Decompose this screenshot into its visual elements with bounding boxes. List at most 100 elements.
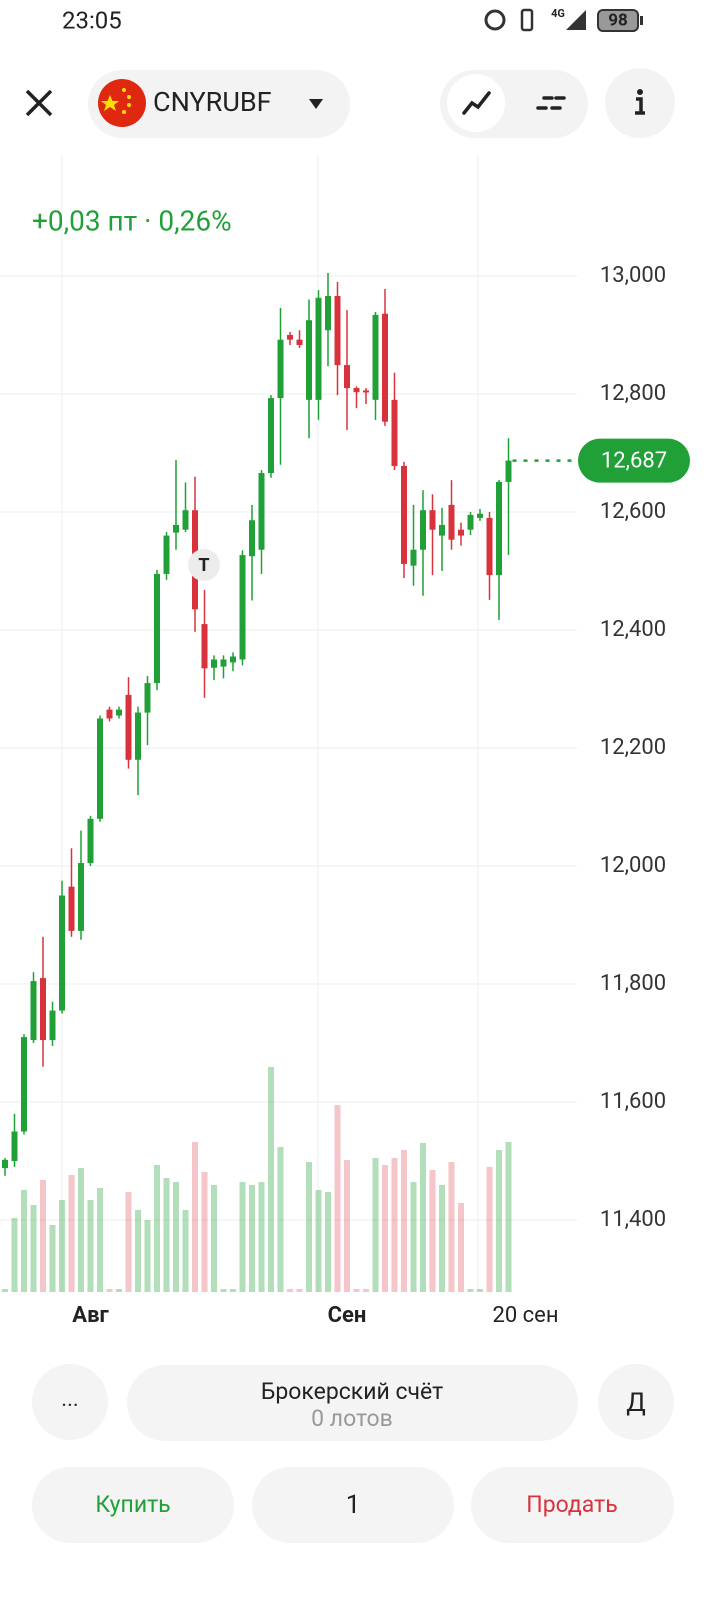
volume-bar <box>325 1192 331 1292</box>
candle-body <box>211 659 217 668</box>
dropdown-arrow <box>309 99 323 109</box>
last-price-label: 12,687 <box>601 448 667 473</box>
candle-body <box>439 524 445 536</box>
volume-bar <box>439 1185 445 1292</box>
y-tick-label: 11,600 <box>600 1089 666 1114</box>
candle-body <box>116 709 122 716</box>
account-selector[interactable] <box>127 1365 578 1441</box>
signal-icon <box>566 10 586 30</box>
volume-bar <box>382 1165 388 1292</box>
candle-body <box>477 513 483 518</box>
volume-bar <box>505 1142 512 1292</box>
candle-body <box>49 1010 56 1041</box>
volume-bar <box>173 1182 179 1292</box>
ticker: CNYRUBF <box>153 86 272 118</box>
volume-bar <box>401 1150 407 1292</box>
volume-bar <box>182 1210 189 1292</box>
volume-bar <box>144 1220 151 1292</box>
info-icon <box>635 97 645 115</box>
flag-star <box>127 103 131 107</box>
candle-body <box>78 863 84 931</box>
x-tick-label: Сен <box>328 1303 367 1328</box>
volume-bar <box>287 1289 293 1292</box>
volume-bar <box>249 1185 255 1292</box>
x-tick-label: 20 сен <box>492 1303 558 1328</box>
mode-button[interactable] <box>598 1364 674 1440</box>
volume-bar <box>78 1168 84 1292</box>
candle-body <box>287 334 293 340</box>
volume-bar <box>315 1190 322 1292</box>
volume-bar <box>420 1143 426 1292</box>
account-name: Брокерский счёт <box>261 1378 443 1405</box>
lots-count: 0 лотов <box>311 1405 393 1432</box>
candle-body <box>97 718 103 819</box>
volume-bar <box>192 1142 198 1292</box>
volume-bar <box>2 1289 8 1292</box>
volume-bar <box>49 1225 56 1292</box>
mode-label: Д <box>626 1388 646 1418</box>
volume-bar <box>477 1289 483 1292</box>
candle-body <box>163 535 170 574</box>
volume-bar <box>268 1067 274 1292</box>
volume-bar <box>87 1200 94 1292</box>
candle-body <box>106 709 113 719</box>
battery-icon <box>597 9 639 32</box>
y-tick-label: 11,800 <box>600 971 666 996</box>
volume-bar <box>68 1175 75 1292</box>
ticker-selector[interactable] <box>88 70 350 138</box>
volume-bar <box>230 1289 236 1292</box>
sell-button[interactable] <box>471 1467 674 1543</box>
line-mode-button[interactable] <box>447 74 505 132</box>
volume-bar <box>258 1182 265 1292</box>
volume-bar <box>201 1172 208 1292</box>
candle-body <box>372 314 379 400</box>
network-type: 4G <box>551 7 565 20</box>
buy-label: Купить <box>95 1491 170 1518</box>
candle-body <box>344 365 350 389</box>
volume-bar <box>21 1190 27 1292</box>
candle-body <box>391 399 398 466</box>
candle-body <box>467 514 474 530</box>
last-price-badge <box>578 438 690 483</box>
volume-bar <box>458 1203 464 1292</box>
volume-bar <box>211 1185 217 1292</box>
volume-bar <box>163 1178 170 1292</box>
candle-body <box>154 573 160 684</box>
more-button[interactable] <box>32 1364 108 1440</box>
volume-bar <box>97 1188 103 1292</box>
candle-body <box>173 524 179 533</box>
volume-bar <box>429 1170 436 1292</box>
buy-button[interactable] <box>32 1467 234 1543</box>
chart: 11,400 11,600 11,800 12,000 12,200 12,400 12,6… <box>0 155 690 1328</box>
status-time: 23:05 <box>62 6 122 34</box>
volume-bar <box>220 1289 227 1292</box>
x-tick-label: Авг <box>72 1303 109 1328</box>
volume-bar <box>467 1289 474 1292</box>
close-button[interactable] <box>25 89 53 117</box>
candle-body <box>306 320 312 400</box>
candle-body <box>496 481 502 576</box>
volume-bar <box>30 1205 37 1292</box>
candle-body <box>230 656 236 663</box>
candle-body <box>59 895 65 1011</box>
annotation-marker <box>188 549 220 581</box>
volume-bar <box>410 1182 417 1292</box>
volume-bar <box>125 1192 132 1292</box>
volume-bar <box>277 1147 284 1292</box>
candle-body <box>220 659 227 667</box>
flag-star <box>122 88 126 92</box>
volume-bar <box>448 1162 455 1292</box>
candle-body <box>296 339 303 345</box>
quantity-input[interactable] <box>252 1467 454 1543</box>
y-tick-label: 12,200 <box>600 735 666 760</box>
y-tick-label: 13,000 <box>600 263 666 288</box>
candle-body <box>458 529 464 536</box>
quantity-value: 1 <box>346 1490 361 1520</box>
y-tick-label: 12,000 <box>600 853 666 878</box>
candle-body <box>268 398 274 474</box>
candle-body <box>30 981 37 1041</box>
candle-mode-button[interactable] <box>536 96 566 110</box>
volume-bar <box>116 1289 122 1292</box>
price-change: +0,03 пт · 0,26% <box>32 204 232 237</box>
